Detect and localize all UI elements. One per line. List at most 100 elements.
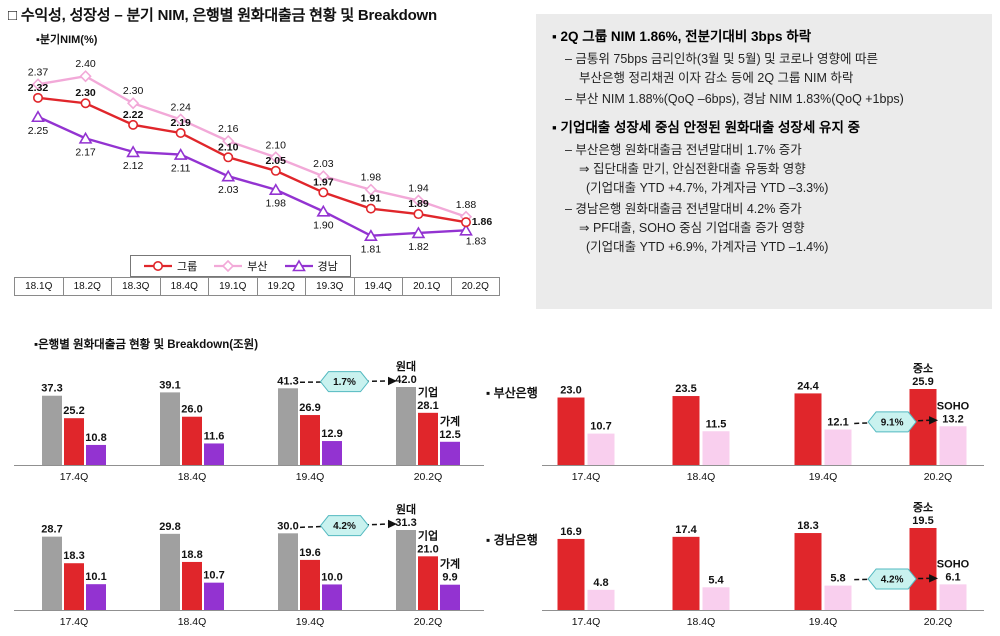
svg-text:SOHO: SOHO <box>937 558 970 570</box>
svg-text:2.30: 2.30 <box>123 85 144 97</box>
svg-text:1.98: 1.98 <box>266 198 287 210</box>
svg-text:1.81: 1.81 <box>361 244 382 256</box>
commentary-line: (기업대출 YTD +4.7%, 가계자금 YTD –3.3%) <box>586 180 829 195</box>
svg-text:19.4Q: 19.4Q <box>296 471 325 483</box>
svg-text:1.83: 1.83 <box>466 235 487 247</box>
svg-text:1.86: 1.86 <box>472 216 493 228</box>
svg-text:39.1: 39.1 <box>159 379 180 391</box>
svg-text:2.24: 2.24 <box>170 101 191 113</box>
svg-text:1.82: 1.82 <box>408 241 429 253</box>
svg-text:17.4: 17.4 <box>675 524 697 536</box>
commentary-panel: ▪ 2Q 그룹 NIM 1.86%, 전분기대비 3bps 하락 – 금통위 7… <box>536 14 992 309</box>
svg-text:중소: 중소 <box>913 362 933 375</box>
svg-text:12.1: 12.1 <box>827 416 848 428</box>
svg-text:2.25: 2.25 <box>28 125 49 137</box>
svg-text:20.2Q: 20.2Q <box>414 616 443 628</box>
svg-text:18.4Q: 18.4Q <box>178 471 207 483</box>
svg-text:원대: 원대 <box>396 359 416 373</box>
svg-text:10.8: 10.8 <box>85 432 106 444</box>
svg-text:13.2: 13.2 <box>942 413 963 425</box>
nim-x-axis-label: 20.1Q <box>402 278 451 295</box>
legend-label: 그룹 <box>177 261 198 273</box>
svg-text:1.94: 1.94 <box>408 183 429 195</box>
gyeongnam-bank-label: ▪ 경남은행 <box>486 533 538 547</box>
svg-text:23.5: 23.5 <box>675 383 696 395</box>
svg-text:23.0: 23.0 <box>560 385 581 397</box>
busan-sme-chart: 23.0 23.5 24.4 25.9 중소 10.7 11.5 12.1 13.2 SOHO 17… <box>540 351 990 491</box>
svg-text:10.7: 10.7 <box>203 570 224 582</box>
gyeongnam-sme-chart: 16.9 17.4 18.3 19.5 중소 4.8 5.4 5.8 6.1 SOHO 17.4Q 1… <box>540 496 990 636</box>
commentary-line: ▪ 2Q 그룹 NIM 1.86%, 전분기대비 3bps 하락 <box>552 29 812 44</box>
svg-text:19.6: 19.6 <box>299 547 320 559</box>
svg-text:2.16: 2.16 <box>218 123 239 135</box>
svg-text:4.2%: 4.2% <box>881 574 904 585</box>
svg-text:2.12: 2.12 <box>123 160 144 172</box>
commentary-line: – 부산 NIM 1.88%(QoQ –6bps), 경남 NIM 1.83%(… <box>565 91 904 106</box>
nim-x-axis-label: 18.3Q <box>111 278 160 295</box>
busan-bank-label: ▪ 부산은행 <box>486 386 538 400</box>
busan-loans-chart: 37.3 39.1 41.3 42.0 원대 25.2 26.0 26.9 28.1 기업 10.8… <box>12 351 490 491</box>
svg-text:1.98: 1.98 <box>361 172 382 184</box>
gyeongnam-loans-chart: 28.7 29.8 30.0 31.3 원대 18.3 18.8 19.6 21.0 기업 10.1… <box>12 496 490 636</box>
svg-text:기업: 기업 <box>418 528 438 542</box>
commentary-line: – 부산은행 원화대출금 전년말대비 1.7% 증가 <box>565 142 802 157</box>
svg-text:19.5: 19.5 <box>912 515 933 527</box>
svg-text:SOHO: SOHO <box>937 400 970 412</box>
svg-text:4.8: 4.8 <box>593 577 608 589</box>
svg-text:25.9: 25.9 <box>912 376 933 388</box>
svg-text:1.91: 1.91 <box>361 193 382 205</box>
svg-text:2.05: 2.05 <box>266 155 287 167</box>
legend-label: 부산 <box>247 261 268 273</box>
commentary-line: ⇒ 집단대출 만기, 안심전환대출 유동화 영향 <box>579 161 806 176</box>
svg-text:1.97: 1.97 <box>313 176 334 188</box>
svg-text:10.0: 10.0 <box>321 571 342 583</box>
legend-label: 경남 <box>317 261 338 273</box>
nim-x-axis-label: 19.4Q <box>353 278 403 295</box>
svg-text:11.6: 11.6 <box>204 430 225 442</box>
svg-text:12.5: 12.5 <box>439 429 460 441</box>
svg-text:2.11: 2.11 <box>171 163 191 175</box>
svg-text:12.9: 12.9 <box>321 428 342 440</box>
svg-text:20.2Q: 20.2Q <box>924 471 953 483</box>
svg-text:28.7: 28.7 <box>41 524 62 536</box>
svg-text:17.4Q: 17.4Q <box>60 616 89 628</box>
legend-item-group: 그룹 <box>143 258 197 274</box>
svg-text:2.03: 2.03 <box>313 158 334 170</box>
svg-text:30.0: 30.0 <box>277 520 298 532</box>
svg-text:18.3: 18.3 <box>63 550 84 562</box>
svg-text:5.8: 5.8 <box>830 573 845 585</box>
nim-line-chart: 2.32 2.30 2.22 2.19 2.10 2.05 1.97 1.91 1.89 1.86… <box>14 44 500 272</box>
svg-text:11.5: 11.5 <box>706 418 727 430</box>
commentary-line: – 경남은행 원화대출금 전년말대비 4.2% 증가 <box>565 201 802 216</box>
svg-text:4.2%: 4.2% <box>333 521 356 532</box>
svg-text:2.40: 2.40 <box>75 58 96 70</box>
svg-text:18.4Q: 18.4Q <box>178 616 207 628</box>
svg-text:1.90: 1.90 <box>313 219 334 231</box>
commentary-line: (기업대출 YTD +6.9%, 가계자금 YTD –1.4%) <box>586 240 829 255</box>
nim-x-axis-label: 18.4Q <box>159 278 209 295</box>
svg-text:17.4Q: 17.4Q <box>60 471 89 483</box>
svg-text:1.88: 1.88 <box>456 199 477 211</box>
svg-text:18.3: 18.3 <box>797 520 818 532</box>
nim-x-axis-label: 20.2Q <box>450 278 500 295</box>
nim-legend: 그룹 부산 경남 <box>130 255 351 277</box>
commentary-line: 부산은행 정리채권 이자 감소 등에 2Q 그룹 NIM 하락 <box>579 70 854 85</box>
nim-x-axis-label: 18.2Q <box>62 278 112 295</box>
svg-text:21.0: 21.0 <box>417 543 438 555</box>
svg-text:19.4Q: 19.4Q <box>809 616 838 628</box>
svg-text:1.89: 1.89 <box>408 198 429 210</box>
commentary-line: – 금통위 75bps 금리인하(3월 및 5월) 및 코로나 영향에 따른 <box>565 51 878 66</box>
svg-text:원대: 원대 <box>396 502 416 516</box>
commentary-line: ⇒ PF대출, SOHO 중심 기업대출 증가 영향 <box>579 221 805 235</box>
svg-text:20.2Q: 20.2Q <box>924 616 953 628</box>
nim-x-axis-label: 19.3Q <box>305 278 354 295</box>
svg-text:2.19: 2.19 <box>170 117 191 129</box>
svg-text:가계: 가계 <box>440 557 460 571</box>
svg-text:19.4Q: 19.4Q <box>809 471 838 483</box>
svg-text:18.8: 18.8 <box>181 549 202 561</box>
loans-section-title: ▪은행별 원화대출금 현황 및 Breakdown(조원) <box>34 339 259 351</box>
svg-text:10.1: 10.1 <box>85 571 106 583</box>
svg-text:28.1: 28.1 <box>417 400 438 412</box>
svg-text:2.32: 2.32 <box>28 82 49 94</box>
